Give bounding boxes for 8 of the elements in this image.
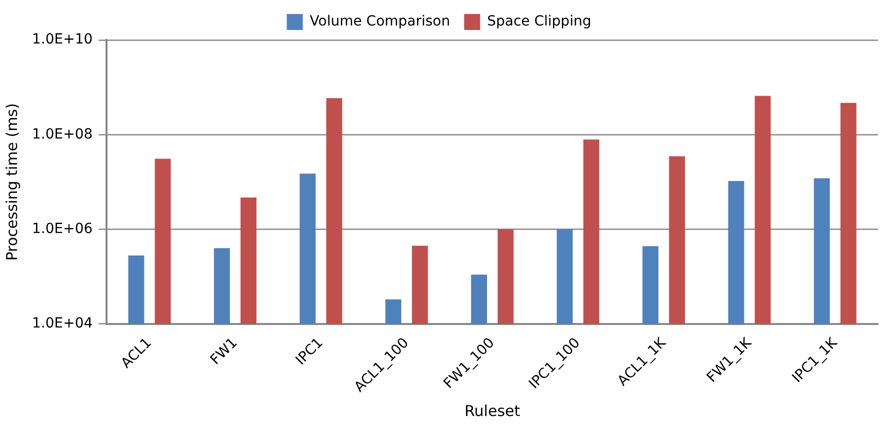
y-tick-label: 1.0E+04 xyxy=(32,316,93,332)
legend-label: Space Clipping xyxy=(487,14,592,30)
y-tick-label: 1.0E+08 xyxy=(32,126,93,142)
y-tick-label: 1.0E+06 xyxy=(32,220,93,237)
y-axis-title: Processing time (ms) xyxy=(2,103,21,261)
x-axis-title: Ruleset xyxy=(464,402,520,420)
y-tick-label: 1.0E+10 xyxy=(32,32,93,48)
legend-label: Volume Comparison xyxy=(310,14,450,30)
